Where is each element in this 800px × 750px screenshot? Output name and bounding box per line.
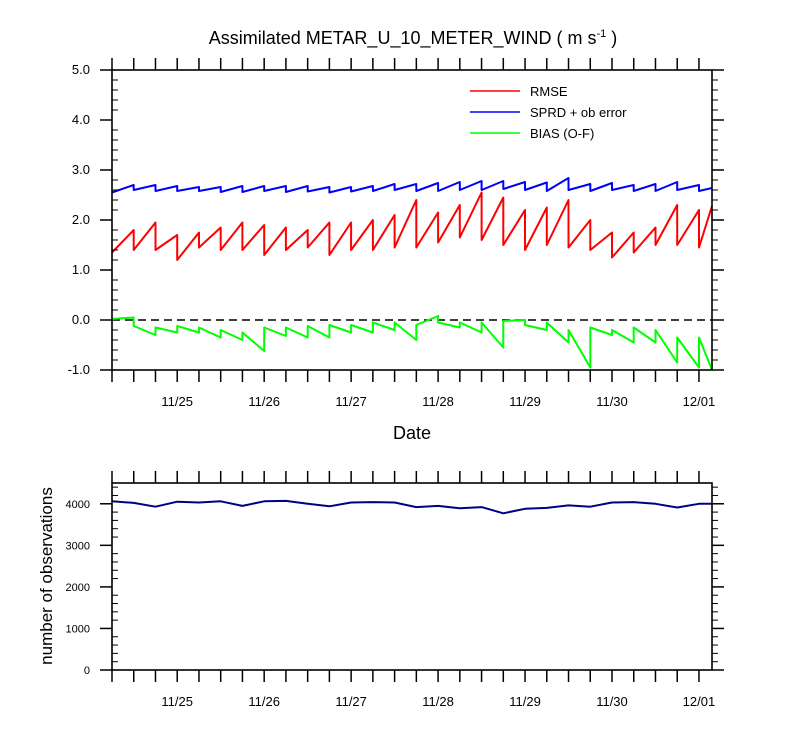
chart-title-superscript: -1 xyxy=(596,28,606,40)
bottom-plot-frame xyxy=(111,482,713,671)
top-y-tick-label: 3.0 xyxy=(72,162,90,177)
top-y-tick-label: 4.0 xyxy=(72,112,90,127)
bottom-y-tick-label: 1000 xyxy=(66,623,90,635)
top-x-tick-label: 11/26 xyxy=(248,394,280,409)
legend-label-sprd: SPRD + ob error xyxy=(530,105,627,120)
top-series-line-rmse xyxy=(111,191,713,261)
top-series-line-bias-o-f xyxy=(111,315,713,371)
bottom-x-tick-label: 11/29 xyxy=(509,694,541,709)
bottom-y-tick-label: 0 xyxy=(84,665,90,677)
bottom-x-tick-label: 11/27 xyxy=(335,694,367,709)
top-x-tick-label: 12/01 xyxy=(683,394,716,409)
legend-label-bias: BIAS (O-F) xyxy=(530,126,594,141)
chart-title: Assimilated METAR_U_10_METER_WIND ( m s-… xyxy=(209,28,618,49)
bottom-series-line-observations xyxy=(111,499,712,515)
chart-title-tail: ) xyxy=(606,28,617,48)
top-series-line-sprd-ob-error xyxy=(111,177,713,194)
bottom-x-tick-label: 12/01 xyxy=(683,694,716,709)
chart-title-main: Assimilated METAR_U_10_METER_WIND ( m s xyxy=(209,28,597,49)
top-y-tick-label: -1.0 xyxy=(68,362,90,377)
top-x-tick-label: 11/29 xyxy=(509,394,541,409)
top-x-tick-label: 11/30 xyxy=(596,394,628,409)
top-x-axis-label: Date xyxy=(393,423,431,443)
top-y-tick-label: 1.0 xyxy=(72,262,90,277)
top-y-tick-label: 2.0 xyxy=(72,212,90,227)
top-y-tick-label: 0.0 xyxy=(72,312,90,327)
bottom-x-tick-label: 11/26 xyxy=(248,694,280,709)
bottom-y-axis-label: number of observations xyxy=(37,487,56,665)
bottom-x-tick-label: 11/30 xyxy=(596,694,628,709)
bottom-x-tick-label: 11/28 xyxy=(422,694,454,709)
legend: RMSE SPRD + ob error BIAS (O-F) xyxy=(470,84,627,141)
top-x-tick-label: 11/28 xyxy=(422,394,454,409)
bottom-x-tick-label: 11/25 xyxy=(161,694,193,709)
bottom-y-tick-label: 2000 xyxy=(66,582,90,594)
top-x-tick-label: 11/25 xyxy=(161,394,193,409)
bottom-y-tick-label: 3000 xyxy=(66,540,90,552)
legend-label-rmse: RMSE xyxy=(530,84,568,99)
bottom-y-tick-label: 4000 xyxy=(66,499,90,511)
top-x-tick-label: 11/27 xyxy=(335,394,367,409)
top-y-tick-label: 5.0 xyxy=(72,62,90,77)
